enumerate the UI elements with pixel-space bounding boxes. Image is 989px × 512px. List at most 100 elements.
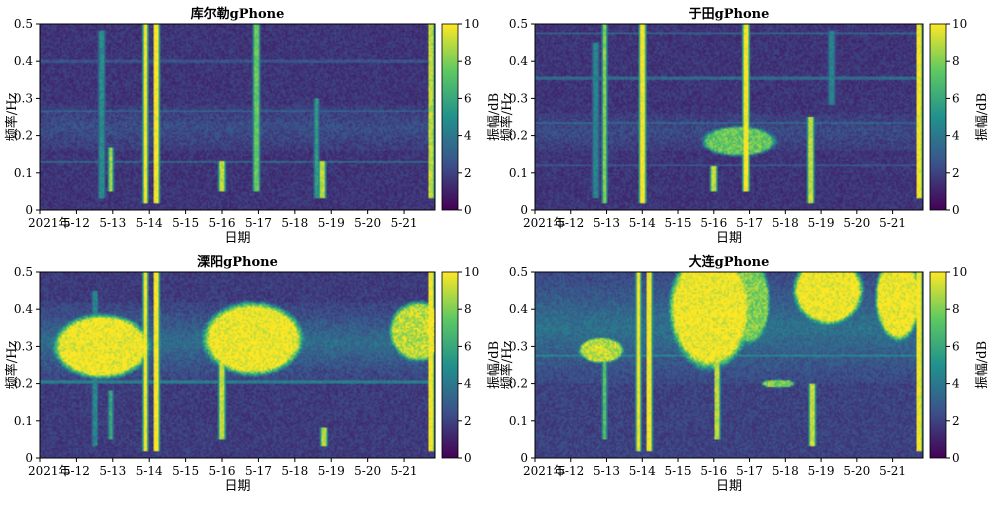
x-tick-label: 5-21: [879, 216, 906, 230]
colorbar-tick-label: 8: [952, 54, 960, 68]
colorbar-tick-label: 8: [952, 302, 960, 316]
y-tick-label: 0: [25, 203, 33, 217]
colorbar-tick-label: 8: [464, 54, 472, 68]
colorbar: [929, 23, 947, 211]
y-tick-label: 0.5: [509, 265, 528, 279]
colorbar-tick-label: 0: [464, 203, 472, 217]
x-tick-label: 5-14: [629, 464, 656, 478]
x-tick-label: 5-17: [245, 216, 272, 230]
y-tick-label: 0.3: [14, 339, 33, 353]
x-tick-label: 5-15: [172, 464, 199, 478]
x-tick-label: 5-15: [172, 216, 199, 230]
x-tick-label: 5-18: [772, 216, 799, 230]
y-axis-label: 频率/Hz: [4, 93, 20, 142]
spectrogram-heatmap: [40, 24, 435, 210]
x-tick-label: 5-14: [629, 216, 656, 230]
x-tick-label: 5-14: [136, 216, 163, 230]
x-tick-label: 5-14: [136, 464, 163, 478]
x-tick-label: 5-19: [808, 464, 835, 478]
x-tick-label: 5-19: [318, 216, 345, 230]
x-tick-label: 5-13: [593, 216, 620, 230]
y-tick-label: 0.5: [14, 17, 33, 31]
x-tick-label: 5-18: [281, 216, 308, 230]
panel-title: 溧阳gPhone: [197, 254, 278, 270]
x-tick-label: 5-12: [557, 216, 584, 230]
x-tick-label: 5-20: [843, 216, 870, 230]
x-axis-label: 日期: [224, 479, 250, 494]
spectrogram-heatmap: [535, 24, 923, 210]
colorbar-tick-label: 10: [952, 265, 967, 279]
y-tick-label: 0.3: [509, 339, 528, 353]
y-tick-label: 0.5: [14, 265, 33, 279]
colorbar-tick-label: 8: [464, 302, 472, 316]
x-tick-label: 5-17: [245, 464, 272, 478]
y-tick-label: 0.2: [509, 129, 528, 143]
x-tick-label: 5-17: [736, 216, 763, 230]
colorbar-tick-label: 4: [464, 129, 472, 143]
panel-title: 于田gPhone: [689, 7, 770, 22]
x-tick-label: 5-19: [318, 464, 345, 478]
colorbar-tick-label: 0: [464, 451, 472, 465]
colorbar-label: 振幅/dB: [487, 341, 502, 389]
x-tick-label: 5-15: [665, 216, 692, 230]
y-axis-label: 频率/Hz: [4, 341, 20, 390]
x-tick-label: 5-13: [99, 464, 126, 478]
x-axis-label: 日期: [716, 479, 742, 494]
y-tick-label: 0.4: [509, 54, 528, 68]
y-tick-label: 0.2: [14, 377, 33, 391]
x-tick-label: 5-13: [593, 464, 620, 478]
spectrogram-heatmap: [535, 272, 923, 458]
y-tick-label: 0.4: [509, 302, 528, 316]
x-tick-label: 2021年: [28, 216, 71, 230]
x-tick-label: 5-12: [63, 464, 90, 478]
colorbar-tick-label: 6: [952, 91, 960, 105]
x-tick-label: 2021年: [523, 216, 566, 230]
colorbar-tick-label: 10: [952, 17, 967, 31]
colorbar-tick-label: 2: [464, 166, 472, 180]
y-tick-label: 0: [25, 451, 33, 465]
plot-frame: [39, 271, 436, 459]
colorbar: [441, 23, 459, 211]
x-tick-label: 5-12: [557, 464, 584, 478]
x-tick-label: 5-16: [209, 216, 236, 230]
x-tick-label: 5-18: [772, 464, 799, 478]
panel-title: 大连gPhone: [689, 254, 770, 270]
y-tick-label: 0.2: [509, 377, 528, 391]
y-tick-label: 0.3: [14, 91, 33, 105]
y-tick-label: 0.1: [509, 414, 528, 428]
y-tick-label: 0: [520, 451, 528, 465]
y-tick-label: 0.4: [14, 302, 33, 316]
colorbar: [441, 271, 459, 459]
x-tick-label: 5-20: [354, 216, 381, 230]
y-tick-label: 0.1: [14, 414, 33, 428]
x-axis-label: 日期: [224, 231, 250, 246]
y-axis-label: 频率/Hz: [499, 93, 515, 142]
x-tick-label: 5-21: [879, 464, 906, 478]
x-tick-label: 5-20: [354, 464, 381, 478]
y-tick-label: 0.3: [509, 91, 528, 105]
y-tick-label: 0.1: [509, 166, 528, 180]
x-tick-label: 5-20: [843, 464, 870, 478]
x-tick-label: 2021年: [28, 464, 71, 478]
colorbar-tick-label: 10: [464, 265, 479, 279]
spectrogram-heatmap: [40, 272, 435, 458]
y-tick-label: 0.4: [14, 54, 33, 68]
plot-frame: [534, 271, 924, 459]
x-tick-label: 5-21: [391, 216, 418, 230]
colorbar-tick-label: 2: [952, 414, 960, 428]
x-axis-label: 日期: [716, 231, 742, 246]
colorbar-tick-label: 10: [464, 17, 479, 31]
colorbar-tick-label: 0: [952, 451, 960, 465]
x-tick-label: 5-18: [281, 464, 308, 478]
colorbar-label: 振幅/dB: [975, 341, 989, 389]
colorbar-tick-label: 4: [464, 377, 472, 391]
y-tick-label: 0.1: [14, 166, 33, 180]
plot-frame: [534, 23, 924, 211]
colorbar-tick-label: 2: [952, 166, 960, 180]
colorbar-tick-label: 6: [464, 91, 472, 105]
colorbar-tick-label: 6: [952, 339, 960, 353]
x-tick-label: 5-16: [209, 464, 236, 478]
